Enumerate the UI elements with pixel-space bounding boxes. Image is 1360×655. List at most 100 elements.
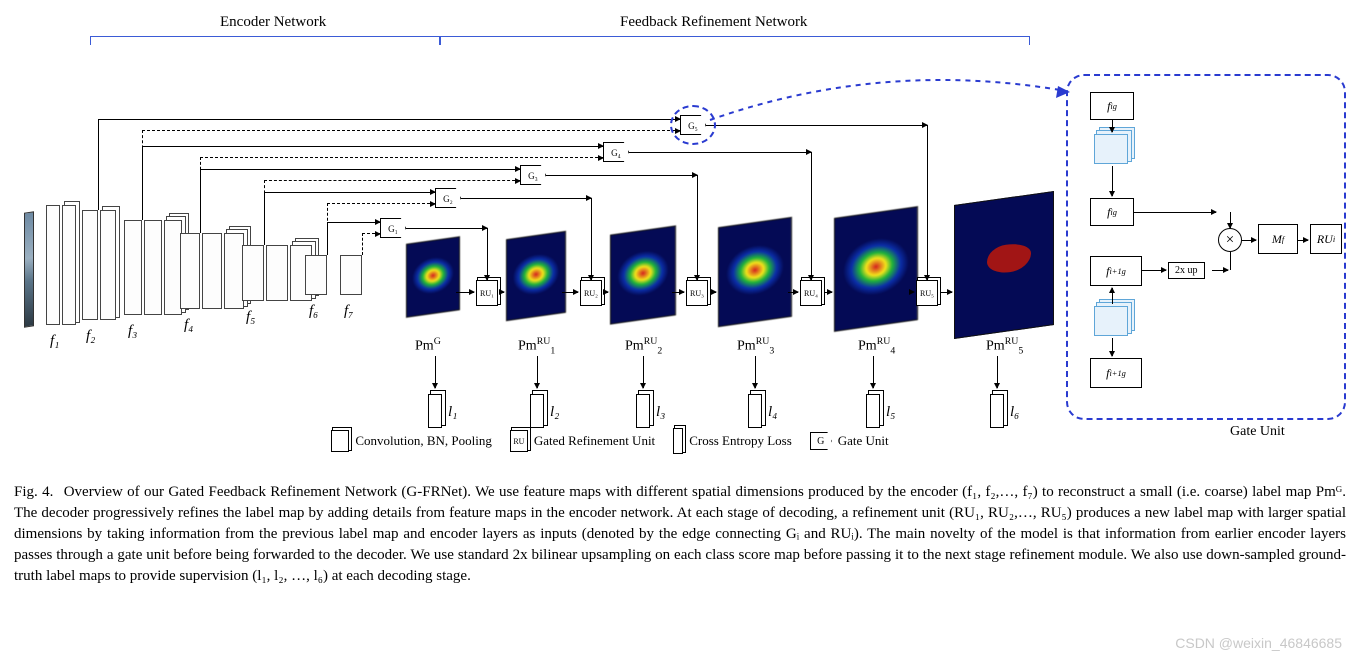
gate-fig-top: f ig [1090,92,1134,120]
arrow-to-l2 [537,356,538,388]
gate-G4-v [811,152,812,280]
input-image-block [24,211,34,327]
RU4-box: RU₄ [800,280,822,306]
architecture-diagram: Encoder Network Feedback Refinement Netw… [0,0,1360,460]
figure-caption: Fig. 4. Overview of our Gated Feedback R… [14,482,1346,587]
f3-block [144,220,162,315]
l5-label: l₅ [886,404,895,421]
arrow-to-l1 [435,356,436,388]
h-arrow [788,292,798,293]
PmRU3-feature-map [718,217,792,327]
PmRU4-label: PmRU4 [858,336,895,356]
legend: Convolution, BN, Pooling RU Gated Refineme… [160,428,1060,454]
l4-label: l₄ [768,404,777,421]
l2-label: l₂ [550,404,559,421]
f2-block [82,210,98,320]
f1-block [46,205,60,325]
PmRU2-label: PmRU2 [625,336,662,356]
l6-label: l₆ [1010,404,1019,421]
G4-gate: G₄ [603,142,629,162]
f4-label: f₄ [184,317,193,334]
f5-block [242,245,264,301]
arrow-to-l4 [755,356,756,388]
gate-G5-v [927,125,928,280]
PmRU5-feature-map [954,191,1054,339]
arrow-to-l6 [997,356,998,388]
h-arrow [710,292,716,293]
l1-label: l₁ [448,404,457,421]
h-arrow [562,292,578,293]
PmRU1-label: PmRU1 [518,336,555,356]
legend-text: Gate Unit [838,433,889,449]
gate-G1-v [487,228,488,280]
l3-loss-box [636,394,650,428]
f5-label: f₅ [246,309,255,326]
legend-text: Cross Entropy Loss [689,433,792,449]
h-arrow [500,292,504,293]
l3-label: l₃ [656,404,665,421]
G3-gate: G₃ [520,165,546,185]
legend-cube-icon [331,430,349,452]
legend-item: RU Gated Refinement Unit [510,430,655,452]
f2-label: f₂ [86,328,95,345]
RU3-box: RU₃ [686,280,708,306]
PmRU5-label: PmRU5 [986,336,1023,356]
gate-Mf-box: Mf [1258,224,1298,254]
l1-loss-box [428,394,442,428]
gate-fi1g-bot: f i+1g [1090,358,1142,388]
encoder-bracket [90,36,440,46]
legend-gate-icon: G [810,432,832,450]
PmRU4-feature-map [834,206,918,332]
gate-conv-stack-bot [1094,306,1128,336]
legend-ru-icon: RU [510,430,528,452]
g5-detail-connector [700,70,1080,130]
f3-block [124,220,142,315]
gate-fi1g-mid: f i+1g [1090,256,1142,286]
f1-block [62,205,76,325]
f6-label: f₆ [309,303,318,320]
gate-unit-title: Gate Unit [1230,424,1285,440]
f5-block [266,245,288,301]
legend-item: G Gate Unit [810,432,889,450]
h-arrow [456,292,474,293]
f3-label: f₃ [128,323,137,340]
f6-block [305,255,327,295]
h-arrow [824,292,832,293]
legend-item: Cross Entropy Loss [673,428,792,454]
upsample-2x-box: 2x up [1168,262,1205,279]
legend-text: Gated Refinement Unit [534,433,655,449]
gate-RUi-box: RUi [1310,224,1342,254]
l6-loss-box [990,394,1004,428]
G2-gate: G₂ [435,188,461,208]
arrow-to-l5 [873,356,874,388]
l2-loss-box [530,394,544,428]
gate-G2-h [461,198,591,199]
gate-G4-h [629,152,811,153]
gate-G3-v [697,175,698,280]
encoder-label: Encoder Network [220,14,326,31]
G1-gate: G₁ [380,218,406,238]
RU2-box: RU₂ [580,280,602,306]
legend-item: Convolution, BN, Pooling [331,430,492,452]
PmRU1-feature-map [506,231,566,321]
feedback-bracket [440,36,1030,46]
h-arrow [672,292,684,293]
PmRU3-label: PmRU3 [737,336,774,356]
PmG-feature-map [406,236,460,318]
gate-G2-v [591,198,592,280]
legend-text: Convolution, BN, Pooling [355,433,492,449]
arrow-to-l3 [643,356,644,388]
watermark: CSDN @weixin_46846685 [1175,635,1342,651]
l5-loss-box [866,394,880,428]
caption-text: Overview of our Gated Feedback Refinemen… [14,484,1346,584]
f4-block [224,233,244,309]
RU1-box: RU₁ [476,280,498,306]
f7-label: f₇ [344,303,353,320]
gate-fig-mid: f ig [1090,198,1134,226]
f7-block [340,255,362,295]
feedback-label: Feedback Refinement Network [620,14,807,31]
f2-block [100,210,116,320]
legend-thin-icon [673,428,683,454]
gate-G3-h [546,175,697,176]
f4-block [180,233,200,309]
